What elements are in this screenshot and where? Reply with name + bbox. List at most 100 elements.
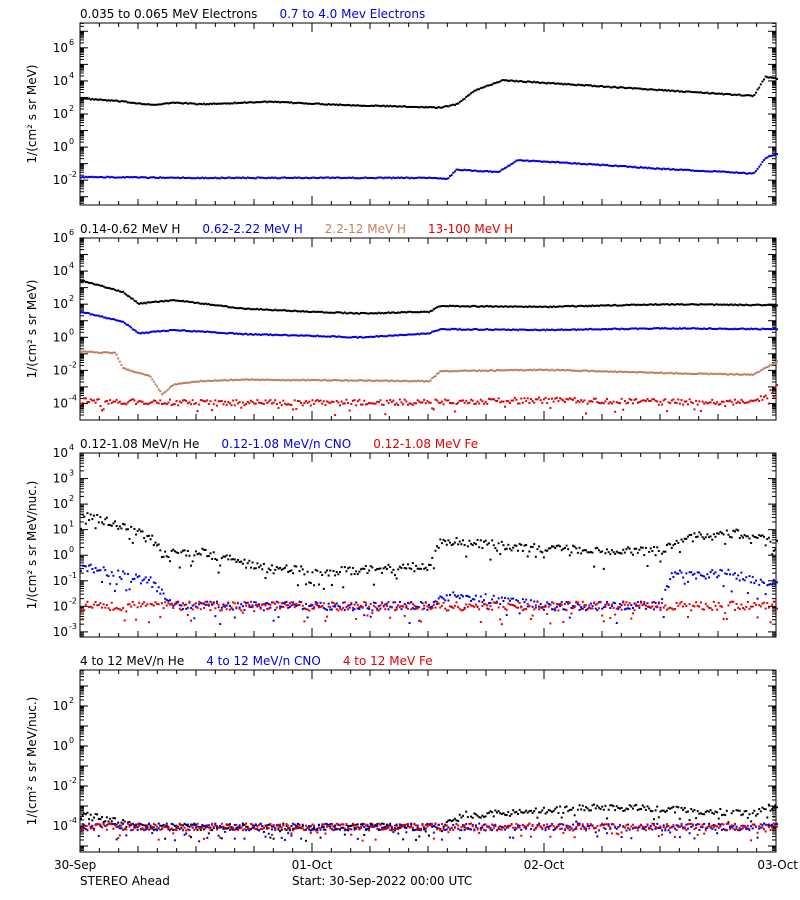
data-point	[568, 83, 571, 86]
data-point	[288, 176, 291, 179]
data-point	[384, 566, 387, 569]
data-point	[468, 369, 471, 372]
data-point	[756, 88, 759, 91]
data-point	[206, 399, 209, 402]
data-point	[478, 600, 481, 603]
data-point	[678, 327, 681, 330]
data-point	[560, 601, 563, 604]
data-point	[406, 601, 409, 604]
data-point	[735, 303, 738, 306]
data-point	[591, 400, 594, 403]
data-point	[526, 159, 529, 162]
data-point	[740, 603, 743, 606]
data-point	[507, 164, 510, 167]
data-point	[591, 328, 594, 331]
data-point	[612, 551, 615, 554]
data-point	[523, 369, 526, 372]
data-point	[225, 176, 228, 179]
data-point	[101, 606, 104, 609]
data-point	[547, 160, 550, 163]
data-point	[769, 76, 772, 79]
data-point	[455, 601, 458, 604]
data-point	[267, 334, 270, 337]
data-point	[259, 401, 262, 404]
data-point	[440, 177, 443, 180]
data-point	[565, 161, 568, 164]
data-point	[756, 303, 759, 306]
data-point	[458, 168, 461, 171]
data-point	[364, 565, 367, 568]
data-point	[316, 310, 319, 313]
data-point	[381, 311, 384, 314]
data-point	[657, 549, 660, 552]
data-point	[385, 104, 388, 107]
data-point	[120, 176, 123, 179]
data-point	[544, 160, 547, 163]
data-point	[428, 176, 430, 179]
data-point	[737, 373, 740, 376]
data-point	[141, 331, 144, 334]
data-point	[204, 176, 207, 179]
data-point	[104, 569, 107, 572]
data-point	[759, 605, 762, 608]
data-point	[483, 540, 486, 543]
data-point	[173, 403, 176, 406]
data-point	[753, 304, 756, 307]
data-point	[716, 170, 719, 173]
data-point	[262, 177, 265, 180]
data-point	[295, 408, 298, 411]
data-point	[701, 574, 704, 577]
data-point	[347, 608, 350, 611]
data-point	[570, 369, 573, 372]
data-point	[659, 167, 662, 170]
data-point	[625, 87, 628, 90]
data-point	[445, 609, 448, 612]
data-point	[742, 94, 745, 97]
data-point	[680, 303, 683, 306]
data-point	[615, 164, 618, 167]
data-point	[232, 306, 235, 309]
data-point	[96, 283, 99, 286]
data-point	[188, 330, 191, 333]
data-point	[190, 330, 193, 333]
data-point	[80, 350, 82, 353]
data-point	[253, 378, 256, 381]
data-point	[280, 101, 283, 104]
data-point	[458, 607, 461, 610]
data-point	[716, 576, 719, 579]
data-point	[732, 600, 735, 603]
data-point	[313, 607, 316, 610]
data-point	[398, 398, 401, 401]
data-point	[88, 564, 91, 567]
data-point	[342, 104, 345, 107]
data-point	[86, 401, 89, 404]
data-point	[708, 373, 711, 376]
data-point	[235, 560, 238, 563]
data-point	[233, 101, 236, 104]
data-point	[751, 575, 754, 578]
data-point	[356, 336, 359, 339]
data-point	[390, 571, 393, 574]
data-point	[568, 554, 571, 557]
data-point	[610, 549, 613, 552]
data-point	[298, 600, 301, 603]
data-point	[750, 581, 753, 584]
data-point	[222, 555, 225, 558]
data-point	[321, 402, 324, 405]
data-point	[531, 369, 534, 372]
data-point	[743, 171, 746, 174]
data-point	[421, 332, 424, 335]
data-point	[738, 93, 741, 96]
data-point	[610, 604, 613, 607]
data-point	[440, 542, 443, 545]
data-point	[654, 302, 657, 305]
data-point	[646, 327, 649, 330]
data-point	[738, 402, 741, 405]
data-point	[670, 547, 673, 550]
data-point	[771, 304, 774, 307]
data-point	[444, 305, 447, 308]
data-point	[434, 329, 437, 332]
data-point	[193, 603, 196, 606]
data-point	[764, 544, 767, 547]
y-tick-label: 10	[53, 231, 68, 245]
